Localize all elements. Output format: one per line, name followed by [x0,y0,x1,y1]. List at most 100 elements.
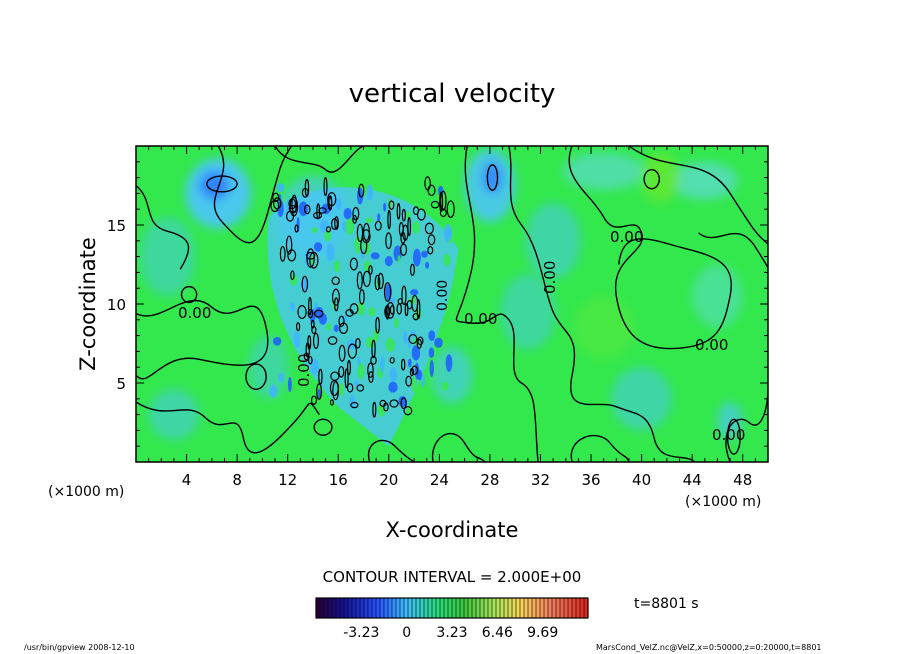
field-speckle [411,345,421,361]
contour-line [725,389,768,462]
colorbar-swatch [504,598,509,618]
contour-loop [417,336,424,346]
contour-loop [356,384,365,392]
contour-loop [362,270,371,288]
contour-loop [310,319,315,329]
field-blob [248,335,289,399]
field-speckle [357,357,361,367]
field-speckle [345,217,355,236]
field-blob [573,296,635,360]
contour-label: 0.00 [464,310,497,328]
contour-line [455,146,539,462]
contour-line [213,146,293,244]
x-tick-label: 44 [683,471,702,489]
colorbar-swatch [540,598,545,618]
field-speckle [343,208,352,220]
x-axis-unit: (×1000 m) [685,494,761,510]
colorbar-swatch [564,598,569,618]
contour-loop [370,355,377,365]
plot-area [136,146,768,462]
contour-loop [312,332,320,350]
contour-loop [430,200,440,209]
field-speckle [296,217,300,233]
colorbar-swatch [440,598,445,618]
contour-loop [338,344,346,362]
y-axis-unit: (×1000 m) [48,484,124,500]
contour-label: 0.00 [712,426,745,444]
field-speckle [403,330,408,344]
contour-loop [408,333,418,345]
x-tick-label: 16 [329,471,348,489]
field-speckle [428,347,435,359]
colorbar-swatch [544,598,549,618]
field-speckle [269,384,278,398]
contour-loop [643,168,660,190]
contour-loop [327,192,337,207]
time-label: t=8801 s [634,596,699,612]
colorbar-swatch [376,598,381,618]
contour-loop [412,206,420,216]
contour-loop [329,399,334,406]
contour-line [568,146,732,350]
colorbar-swatch [408,598,413,618]
field-speckle [377,405,383,413]
contour-loop [389,305,395,315]
field-blob [611,367,672,431]
colorbar-swatch [512,598,517,618]
contour-line [274,146,364,173]
contour-loop [310,395,318,405]
colorbar-swatch [456,598,461,618]
field-speckle [410,330,416,338]
contour-loop [272,192,280,203]
colorbar-swatch [516,598,521,618]
contour-loop [350,401,359,409]
contour-loop [279,245,286,262]
colorbar-swatch [452,598,457,618]
contour-loop [294,224,299,233]
field-speckle [317,388,322,399]
colorbar-swatch [460,598,465,618]
field-speckle [278,372,285,383]
contour-line [570,434,630,462]
contour-loop [439,190,447,211]
colorbar-swatch [576,598,581,618]
contour-loop [308,296,312,316]
contour-line [136,184,190,270]
colorbar-swatch [428,598,433,618]
contour-label: 0.00 [610,228,643,246]
colorbar-swatch [560,598,565,618]
contour-loop [305,251,316,260]
contour-loop [334,216,339,230]
contour-loop [316,203,321,220]
field-speckle [370,252,380,260]
colorbar-swatch [496,598,501,618]
field-speckle [289,302,296,312]
field-speckle [429,359,434,377]
contour-loop [385,232,392,250]
field-speckle [366,184,374,201]
colorbar-swatch [400,598,405,618]
colorbar-frame [315,597,589,619]
colorbar-swatch [416,598,421,618]
contour-loop [427,184,436,197]
field-speckle [377,213,381,223]
contour-line [367,439,415,462]
field-speckle [419,387,429,394]
field-speckle [338,383,345,397]
field-speckle [425,261,430,269]
contour-loop [399,243,408,256]
contour-loop [307,355,313,365]
chart-title: vertical velocity [349,79,556,109]
colorbar-swatch [444,598,449,618]
contour-loop [304,204,311,215]
x-tick-label: 24 [430,471,449,489]
field-speckle [405,211,412,220]
field-speckle [276,183,285,192]
field-speckle [319,220,329,233]
x-axis-tick-labels: 4 8 12 16 20 24 28 32 36 40 44 48 [182,471,752,489]
contour-label: 0.00 [695,336,728,354]
contour-loop [304,179,310,197]
colorbar-swatch [464,598,469,618]
colorbar-swatch [316,598,321,618]
colorbar-swatch [332,598,337,618]
